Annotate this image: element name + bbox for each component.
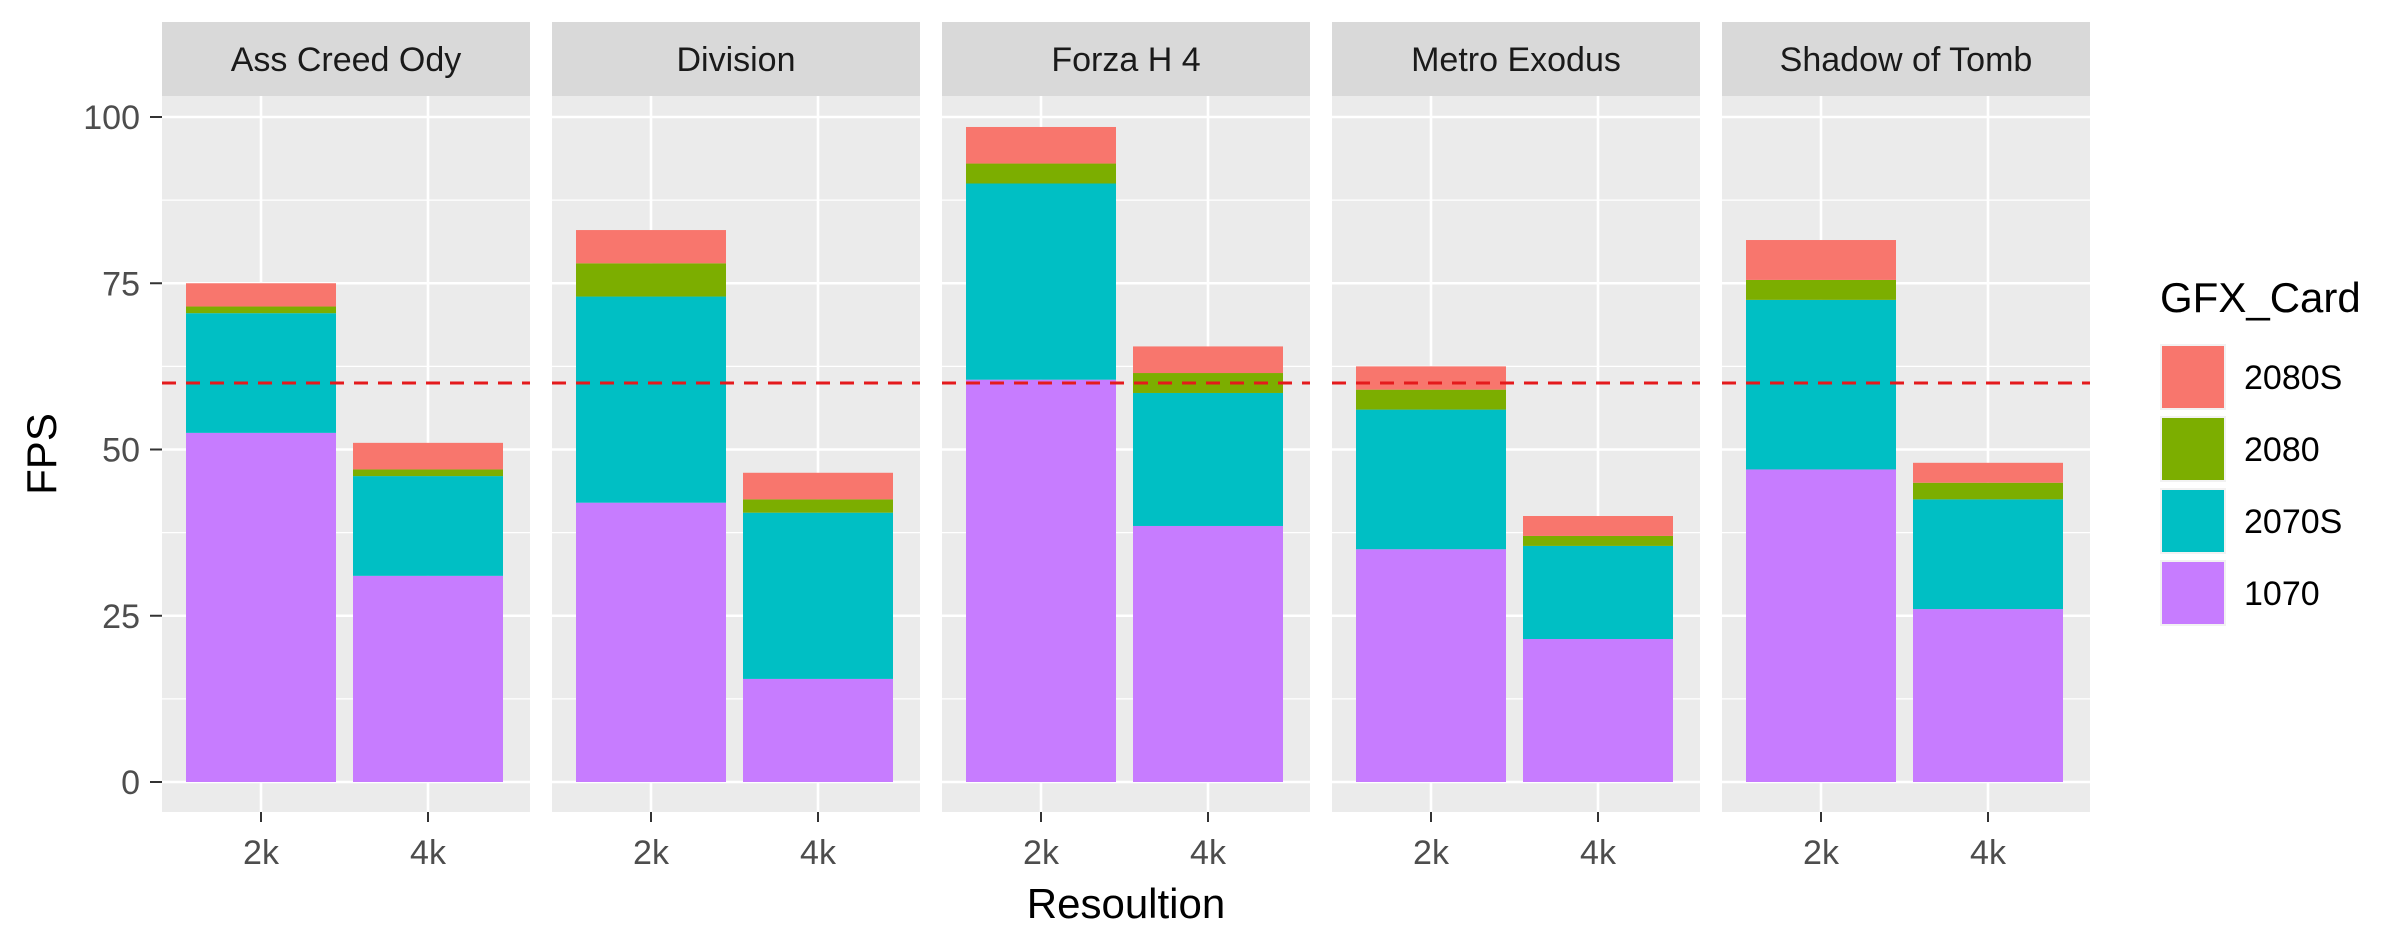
facet-panel: Forza H 4 2k 4k — [942, 22, 1310, 872]
facet-strip — [552, 22, 920, 96]
legend-title: GFX_Card — [2160, 274, 2361, 321]
x-tick-label: 2k — [1803, 834, 1840, 872]
facet-panel: Ass Creed Ody 2k 4k — [162, 22, 530, 872]
facet-panel: Division 2k 4k — [552, 22, 920, 872]
bar-segment-1070 — [353, 575, 503, 782]
bar-segment-2080 — [353, 469, 503, 477]
bar-segment-2070S — [1523, 545, 1673, 640]
bar-segment-2080S — [1746, 240, 1896, 280]
bar-segment-2080S — [1356, 366, 1506, 390]
y-tick-label: 50 — [102, 432, 140, 470]
y-tick-label: 25 — [102, 598, 140, 636]
facet-panel: Metro Exodus 2k 4k — [1332, 22, 1700, 872]
x-tick-label: 4k — [410, 834, 447, 872]
facet-strip-label: Division — [676, 41, 795, 79]
facet-strip-label: Shadow of Tomb — [1780, 41, 2033, 79]
x-tick-label: 2k — [243, 834, 280, 872]
bar-segment-2070S — [966, 183, 1116, 380]
facet-strip — [1722, 22, 2090, 96]
facet-strip-label: Ass Creed Ody — [231, 41, 462, 79]
legend-label: 1070 — [2244, 575, 2320, 613]
bar-segment-2080 — [1356, 389, 1506, 410]
bar-segment-2070S — [353, 476, 503, 576]
x-tick-label: 4k — [1190, 834, 1227, 872]
x-tick-label: 4k — [1580, 834, 1617, 872]
bar-segment-1070 — [1133, 525, 1283, 782]
bar-segment-2080 — [1746, 279, 1896, 300]
bar-segment-2080 — [1913, 482, 2063, 500]
legend-label: 2080S — [2244, 359, 2342, 397]
bar-segment-2070S — [743, 512, 893, 679]
legend-swatch-2080S — [2162, 346, 2224, 408]
y-tick-label: 0 — [121, 764, 140, 802]
bar-segment-2080S — [186, 283, 336, 307]
bar-segment-2070S — [1913, 499, 2063, 610]
bar-segment-2080 — [1523, 535, 1673, 546]
facet-strip — [1332, 22, 1700, 96]
bar-segment-2080 — [743, 499, 893, 513]
bar-segment-2070S — [1356, 409, 1506, 550]
bar-segment-2080S — [966, 126, 1116, 164]
facet-strip — [162, 22, 530, 96]
bar-segment-2080S — [353, 442, 503, 470]
x-tick-label: 2k — [1023, 834, 1060, 872]
bar-segment-2080S — [1133, 346, 1283, 374]
x-tick-label: 4k — [1970, 834, 2007, 872]
y-tick-label: 100 — [83, 99, 140, 137]
legend-label: 2080 — [2244, 431, 2320, 469]
bar-segment-1070 — [576, 502, 726, 782]
bar-segment-2070S — [576, 296, 726, 503]
y-tick-label: 75 — [102, 265, 140, 303]
bar-segment-2080S — [576, 230, 726, 264]
facet-strip-label: Forza H 4 — [1051, 41, 1200, 79]
bar-segment-1070 — [1523, 639, 1673, 782]
bar-segment-2080S — [743, 472, 893, 500]
bar-segment-2080S — [1913, 462, 2063, 483]
bar-segment-1070 — [966, 379, 1116, 782]
y-axis-title: FPS — [18, 413, 65, 495]
bar-segment-1070 — [1913, 609, 2063, 782]
bar-segment-2070S — [186, 313, 336, 433]
bar-segment-1070 — [1356, 549, 1506, 782]
bar-segment-2070S — [1746, 299, 1896, 470]
facet-strip-label: Metro Exodus — [1411, 41, 1621, 79]
x-axis-title: Resoultion — [1027, 880, 1225, 927]
facet-panel: Shadow of Tomb 2k 4k — [1722, 22, 2090, 872]
x-tick-label: 2k — [1413, 834, 1450, 872]
bar-segment-2080 — [186, 306, 336, 314]
legend-label: 2070S — [2244, 503, 2342, 541]
legend-swatch-1070 — [2162, 562, 2224, 624]
facet-strip — [942, 22, 1310, 96]
bar-segment-2080 — [576, 263, 726, 297]
bar-segment-1070 — [186, 432, 336, 782]
x-tick-label: 2k — [633, 834, 670, 872]
bar-segment-2080S — [1523, 516, 1673, 536]
bar-segment-2080 — [966, 163, 1116, 184]
legend-swatch-2080 — [2162, 418, 2224, 480]
legend-swatch-2070S — [2162, 490, 2224, 552]
x-tick-label: 4k — [800, 834, 837, 872]
bar-segment-1070 — [1746, 469, 1896, 782]
bar-segment-1070 — [743, 678, 893, 782]
bar-segment-2070S — [1133, 392, 1283, 526]
legend: GFX_Card 2080S 2080 2070S 1070 — [2160, 274, 2361, 626]
